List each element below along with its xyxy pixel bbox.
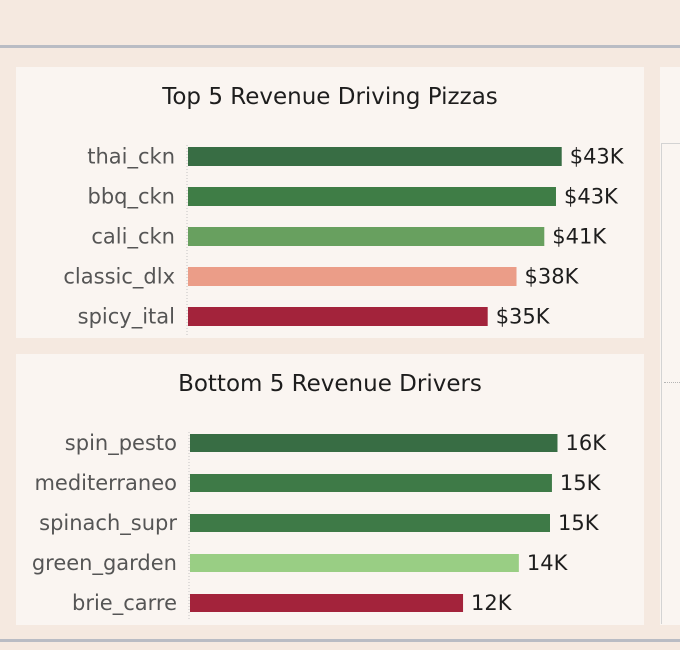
value-label: 12K	[471, 591, 513, 615]
value-label: $43K	[564, 185, 619, 209]
bar-brie_carre[interactable]	[190, 594, 464, 612]
bottom-5-revenue-panel: Bottom 5 Revenue Drivers spin_pesto 16K me…	[16, 354, 644, 625]
category-label: brie_carre	[72, 591, 177, 616]
bar-classic_dlx[interactable]	[188, 267, 517, 286]
right-panel-frame	[661, 143, 680, 624]
bar-spin_pesto[interactable]	[190, 434, 558, 452]
category-label: spicy_ital	[78, 305, 175, 330]
bar-green_garden[interactable]	[190, 554, 519, 572]
top-5-bar-chart: thai_ckn $43K bbq_ckn $43K cali_ckn $41K class…	[63, 145, 625, 337]
bottom-5-bar-chart: spin_pesto 16K mediterraneo 15K spinach_supr…	[32, 431, 607, 620]
value-label: $38K	[525, 265, 580, 289]
bar-spicy_ital[interactable]	[188, 307, 488, 326]
chart-title: Bottom 5 Revenue Drivers	[178, 371, 482, 397]
category-label: mediterraneo	[34, 471, 177, 495]
top-5-revenue-panel: Top 5 Revenue Driving Pizzas thai_ckn $43…	[16, 67, 644, 338]
bottom-divider	[0, 639, 680, 642]
category-label: spin_pesto	[65, 431, 177, 456]
value-label: $43K	[570, 145, 625, 169]
value-label: 16K	[565, 431, 607, 455]
category-label: cali_ckn	[91, 225, 175, 250]
bar-spinach_supr[interactable]	[190, 514, 550, 532]
value-label: 15K	[558, 511, 600, 535]
category-label: spinach_supr	[39, 511, 177, 536]
value-label: 15K	[560, 471, 602, 495]
bar-thai_ckn[interactable]	[188, 147, 562, 166]
value-label: 14K	[527, 551, 569, 575]
value-label: $35K	[496, 305, 551, 329]
bar-cali_ckn[interactable]	[188, 227, 545, 246]
category-label: bbq_ckn	[87, 185, 175, 210]
category-label: green_garden	[32, 551, 177, 576]
category-label: thai_ckn	[87, 145, 175, 170]
bar-mediterraneo[interactable]	[190, 474, 552, 492]
category-label: classic_dlx	[63, 265, 175, 290]
bar-bbq_ckn[interactable]	[188, 187, 556, 206]
right-panel-reference-line	[664, 382, 680, 383]
value-label: $41K	[552, 225, 607, 249]
chart-title: Top 5 Revenue Driving Pizzas	[162, 84, 498, 110]
top-divider	[0, 45, 680, 48]
right-panel-edge	[660, 67, 680, 625]
